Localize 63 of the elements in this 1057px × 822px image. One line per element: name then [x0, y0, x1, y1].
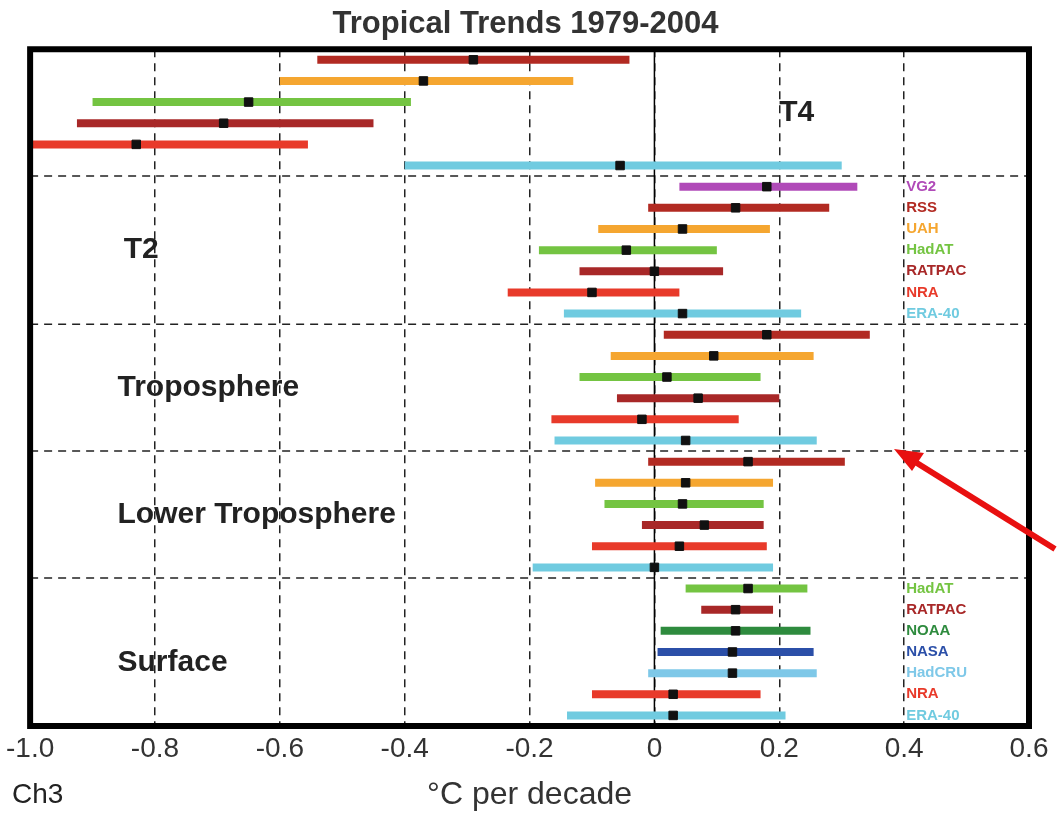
point	[468, 55, 479, 65]
point	[649, 266, 660, 277]
point	[587, 287, 597, 298]
y-tick-label: NRA	[906, 684, 939, 702]
x-tick-label: -1.0	[6, 731, 55, 763]
point	[693, 393, 703, 403]
point	[730, 604, 741, 615]
point	[637, 414, 647, 425]
annotation: Troposphere	[117, 368, 300, 402]
annotation: T2	[123, 231, 159, 265]
point	[699, 520, 710, 530]
point	[621, 245, 632, 255]
y-tick-label: NOAA	[906, 620, 951, 638]
y-tick-label: NRA	[906, 282, 939, 300]
annotation: Lower Troposphere	[117, 495, 396, 529]
point	[615, 160, 625, 171]
point	[418, 76, 429, 86]
point	[680, 478, 691, 488]
point	[708, 351, 719, 361]
point	[677, 499, 688, 509]
x-tick-label: -0.8	[130, 731, 180, 763]
point	[218, 118, 229, 128]
y-tick-label: NASA	[906, 642, 949, 660]
y-tick-label: HadCRU	[906, 663, 967, 681]
y-tick-label: HadAT	[906, 240, 954, 258]
y-tick-label: UAH	[906, 219, 939, 237]
point	[668, 689, 678, 700]
point	[743, 456, 753, 467]
x-tick-label: -0.2	[505, 731, 554, 763]
point	[727, 668, 738, 678]
y-tick-label: ERA-40	[906, 705, 960, 723]
point	[243, 97, 254, 107]
point	[730, 626, 741, 636]
x-tick-label: 0.2	[759, 731, 799, 763]
x-tick-label: 0	[646, 731, 663, 763]
y-tick-label: ERA-40	[906, 303, 960, 321]
x-tick-label: -0.4	[380, 731, 429, 763]
point	[674, 541, 685, 551]
point	[677, 224, 688, 234]
point	[668, 710, 678, 721]
y-tick-label: RSS	[906, 197, 937, 215]
point	[662, 372, 672, 382]
point	[730, 203, 741, 213]
y-tick-label: RATPAC	[906, 261, 967, 279]
x-axis-title: °C per decade	[427, 774, 633, 811]
chart-title: Tropical Trends 1979-2004	[332, 5, 720, 41]
x-tick-label: 0.4	[884, 731, 924, 763]
point	[131, 139, 141, 150]
annotation: Surface	[117, 643, 228, 677]
point	[762, 181, 772, 192]
point	[727, 647, 738, 657]
y-tick-label: VG2	[906, 176, 937, 194]
y-tick-label: RATPAC	[906, 599, 967, 617]
point	[649, 562, 660, 573]
point	[680, 435, 691, 446]
point	[743, 583, 753, 594]
point	[677, 308, 688, 319]
x-tick-label: 0.6	[1009, 731, 1049, 763]
point	[762, 329, 772, 340]
annotation: T4	[779, 93, 815, 127]
x-tick-label: -0.6	[255, 731, 304, 763]
text: Ch3	[12, 777, 64, 809]
y-tick-label: HadAT	[906, 578, 954, 596]
